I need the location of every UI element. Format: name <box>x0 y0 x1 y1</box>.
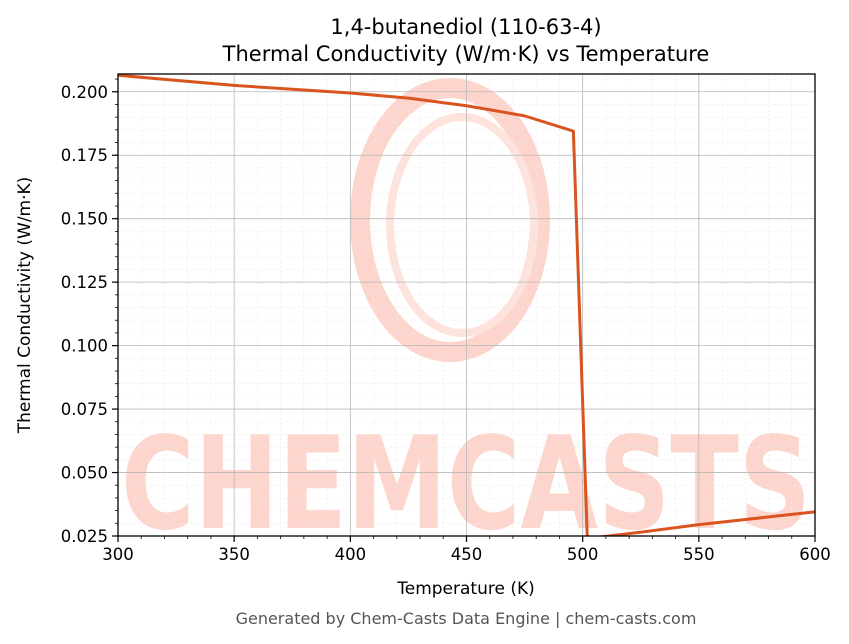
y-tick-label: 0.025 <box>61 527 108 546</box>
x-axis: 300 350 400 450 500 550 600 <box>102 536 831 564</box>
y-tick-label: 0.125 <box>61 273 108 292</box>
series-line <box>118 74 815 536</box>
x-axis-label: Temperature (K) <box>396 579 535 599</box>
chart-subtitle: Thermal Conductivity (W/m·K) vs Temperat… <box>222 42 710 66</box>
y-tick-label: 0.100 <box>61 337 108 356</box>
x-tick-label: 350 <box>218 545 250 564</box>
y-axis-label: Thermal Conductivity (W/m·K) <box>15 177 35 435</box>
y-axis: 0.025 0.050 0.075 0.100 0.125 0.150 0.175 0.200 <box>61 78 118 546</box>
y-tick-label: 0.150 <box>61 210 108 229</box>
y-tick-label: 0.075 <box>61 400 108 419</box>
footer-credit: Generated by Chem-Casts Data Engine | ch… <box>236 609 697 628</box>
x-tick-label: 550 <box>683 545 715 564</box>
y-tick-label: 0.200 <box>61 83 108 102</box>
chart-title: 1,4-butanediol (110-63-4) <box>330 15 601 39</box>
x-tick-label: 300 <box>102 545 134 564</box>
x-tick-label: 500 <box>567 545 599 564</box>
x-tick-label: 450 <box>451 545 483 564</box>
x-tick-label: 600 <box>799 545 831 564</box>
y-tick-label: 0.175 <box>61 146 108 165</box>
y-tick-label: 0.050 <box>61 464 108 483</box>
x-tick-label: 400 <box>335 545 367 564</box>
watermark-text: CHEMCASTS <box>121 410 811 559</box>
